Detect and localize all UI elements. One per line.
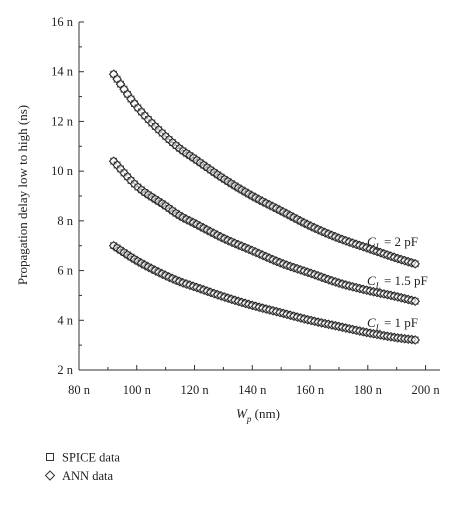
x-axis-label-subscript: p bbox=[246, 414, 252, 424]
legend-diamond-marker bbox=[44, 470, 56, 481]
data-marks-group bbox=[108, 69, 420, 345]
y-tick-label: 12 n bbox=[51, 114, 74, 128]
legend-square-marker bbox=[46, 453, 54, 461]
curve-label-value: = 1 pF bbox=[381, 315, 418, 330]
x-tick-label: 120 n bbox=[180, 383, 209, 397]
x-tick-label: 80 n bbox=[68, 383, 91, 397]
x-tick-label: 140 n bbox=[238, 383, 267, 397]
curve-label-cl-1-5pf: CL = 1.5 pF bbox=[367, 273, 428, 291]
legend-label-spice: SPICE data bbox=[62, 451, 120, 465]
curve-label-subscript: L bbox=[375, 281, 381, 291]
x-axis-label: Wp (nm) bbox=[236, 406, 280, 424]
y-tick-label: 10 n bbox=[51, 164, 74, 178]
y-tick-label: 16 n bbox=[51, 15, 74, 29]
y-tick-label: 2 n bbox=[57, 363, 73, 377]
curve-label-subscript: L bbox=[375, 242, 381, 252]
curve-label-value: = 2 pF bbox=[381, 234, 418, 249]
y-tick-label: 6 n bbox=[57, 264, 73, 278]
legend: SPICE data ANN data bbox=[44, 451, 120, 483]
curve-label-subscript: L bbox=[375, 323, 381, 333]
y-tick-label: 14 n bbox=[51, 65, 74, 79]
ann-data-point bbox=[133, 182, 143, 192]
x-tick-label: 180 n bbox=[354, 383, 383, 397]
legend-label-ann: ANN data bbox=[62, 469, 113, 483]
curve-label-variable: C bbox=[367, 315, 376, 330]
ann-data-point bbox=[410, 335, 420, 345]
curve-label-variable: C bbox=[367, 234, 376, 249]
x-tick-label: 200 n bbox=[411, 383, 440, 397]
curve-label-cl-2pf: CL = 2 pF bbox=[367, 234, 418, 252]
x-tick-label: 100 n bbox=[123, 383, 152, 397]
x-tick-label: 160 n bbox=[296, 383, 325, 397]
y-axis-label: Propagation delay low to high (ns) bbox=[15, 105, 30, 285]
ann-data-point bbox=[171, 140, 181, 151]
x-axis-label-variable: W bbox=[236, 406, 248, 421]
x-axis-label-unit: (nm) bbox=[251, 406, 280, 421]
y-tick-label: 8 n bbox=[57, 214, 73, 228]
curve-label-variable: C bbox=[367, 273, 376, 288]
ann-data-point bbox=[410, 258, 420, 269]
ticks-group: 2 n 4 n 6 n 8 n 10 n 12 n 14 n 16 n 80 n 100 n 120… bbox=[51, 15, 440, 397]
y-tick-label: 4 n bbox=[57, 313, 73, 327]
ann-data-point bbox=[410, 296, 420, 307]
curve-label-value: = 1.5 pF bbox=[381, 273, 428, 288]
curve-label-cl-1pf: CL = 1 pF bbox=[367, 315, 418, 333]
